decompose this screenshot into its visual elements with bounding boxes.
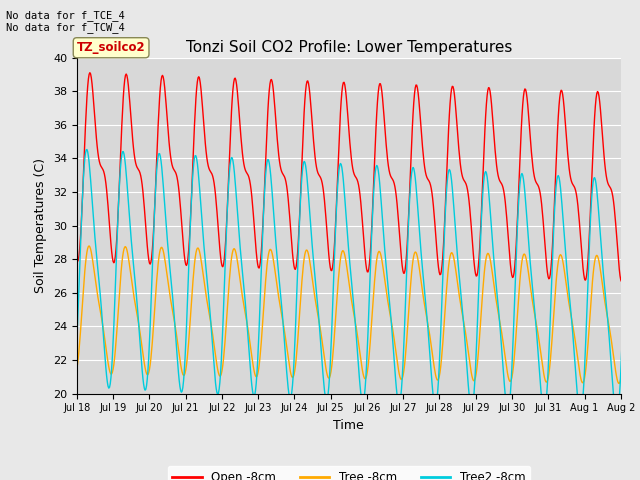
Open -8cm	[444, 158, 451, 164]
Tree2 -8cm	[514, 219, 522, 225]
Line: Tree -8cm: Tree -8cm	[77, 246, 640, 384]
Title: Tonzi Soil CO2 Profile: Lower Temperatures: Tonzi Soil CO2 Profile: Lower Temperatur…	[186, 40, 512, 55]
Open -8cm	[426, 180, 433, 185]
Legend: Open -8cm, Tree -8cm, Tree2 -8cm: Open -8cm, Tree -8cm, Tree2 -8cm	[168, 466, 530, 480]
Tree2 -8cm	[444, 179, 451, 185]
X-axis label: Time: Time	[333, 419, 364, 432]
Tree -8cm	[444, 278, 451, 284]
Tree -8cm	[109, 366, 117, 372]
Tree -8cm	[573, 352, 581, 358]
Tree2 -8cm	[73, 338, 81, 344]
Tree2 -8cm	[411, 169, 419, 175]
Tree2 -8cm	[109, 339, 117, 345]
Y-axis label: Soil Temperatures (C): Soil Temperatures (C)	[35, 158, 47, 293]
Tree2 -8cm	[426, 350, 433, 356]
Text: No data for f_TCE_4
No data for f_TCW_4: No data for f_TCE_4 No data for f_TCW_4	[6, 10, 125, 33]
Open -8cm	[514, 212, 522, 217]
Tree2 -8cm	[83, 147, 91, 153]
Open -8cm	[618, 279, 625, 285]
Tree2 -8cm	[573, 390, 581, 396]
Text: TZ_soilco2: TZ_soilco2	[77, 41, 145, 54]
Tree -8cm	[411, 250, 419, 256]
Tree -8cm	[426, 332, 433, 338]
Open -8cm	[411, 91, 419, 96]
Tree -8cm	[514, 309, 522, 314]
Line: Tree2 -8cm: Tree2 -8cm	[77, 150, 640, 418]
Open -8cm	[573, 197, 581, 203]
Tree -8cm	[73, 366, 81, 372]
Tree -8cm	[85, 243, 93, 249]
Line: Open -8cm: Open -8cm	[77, 72, 640, 282]
Open -8cm	[73, 257, 81, 263]
Open -8cm	[86, 70, 93, 75]
Open -8cm	[109, 259, 117, 264]
